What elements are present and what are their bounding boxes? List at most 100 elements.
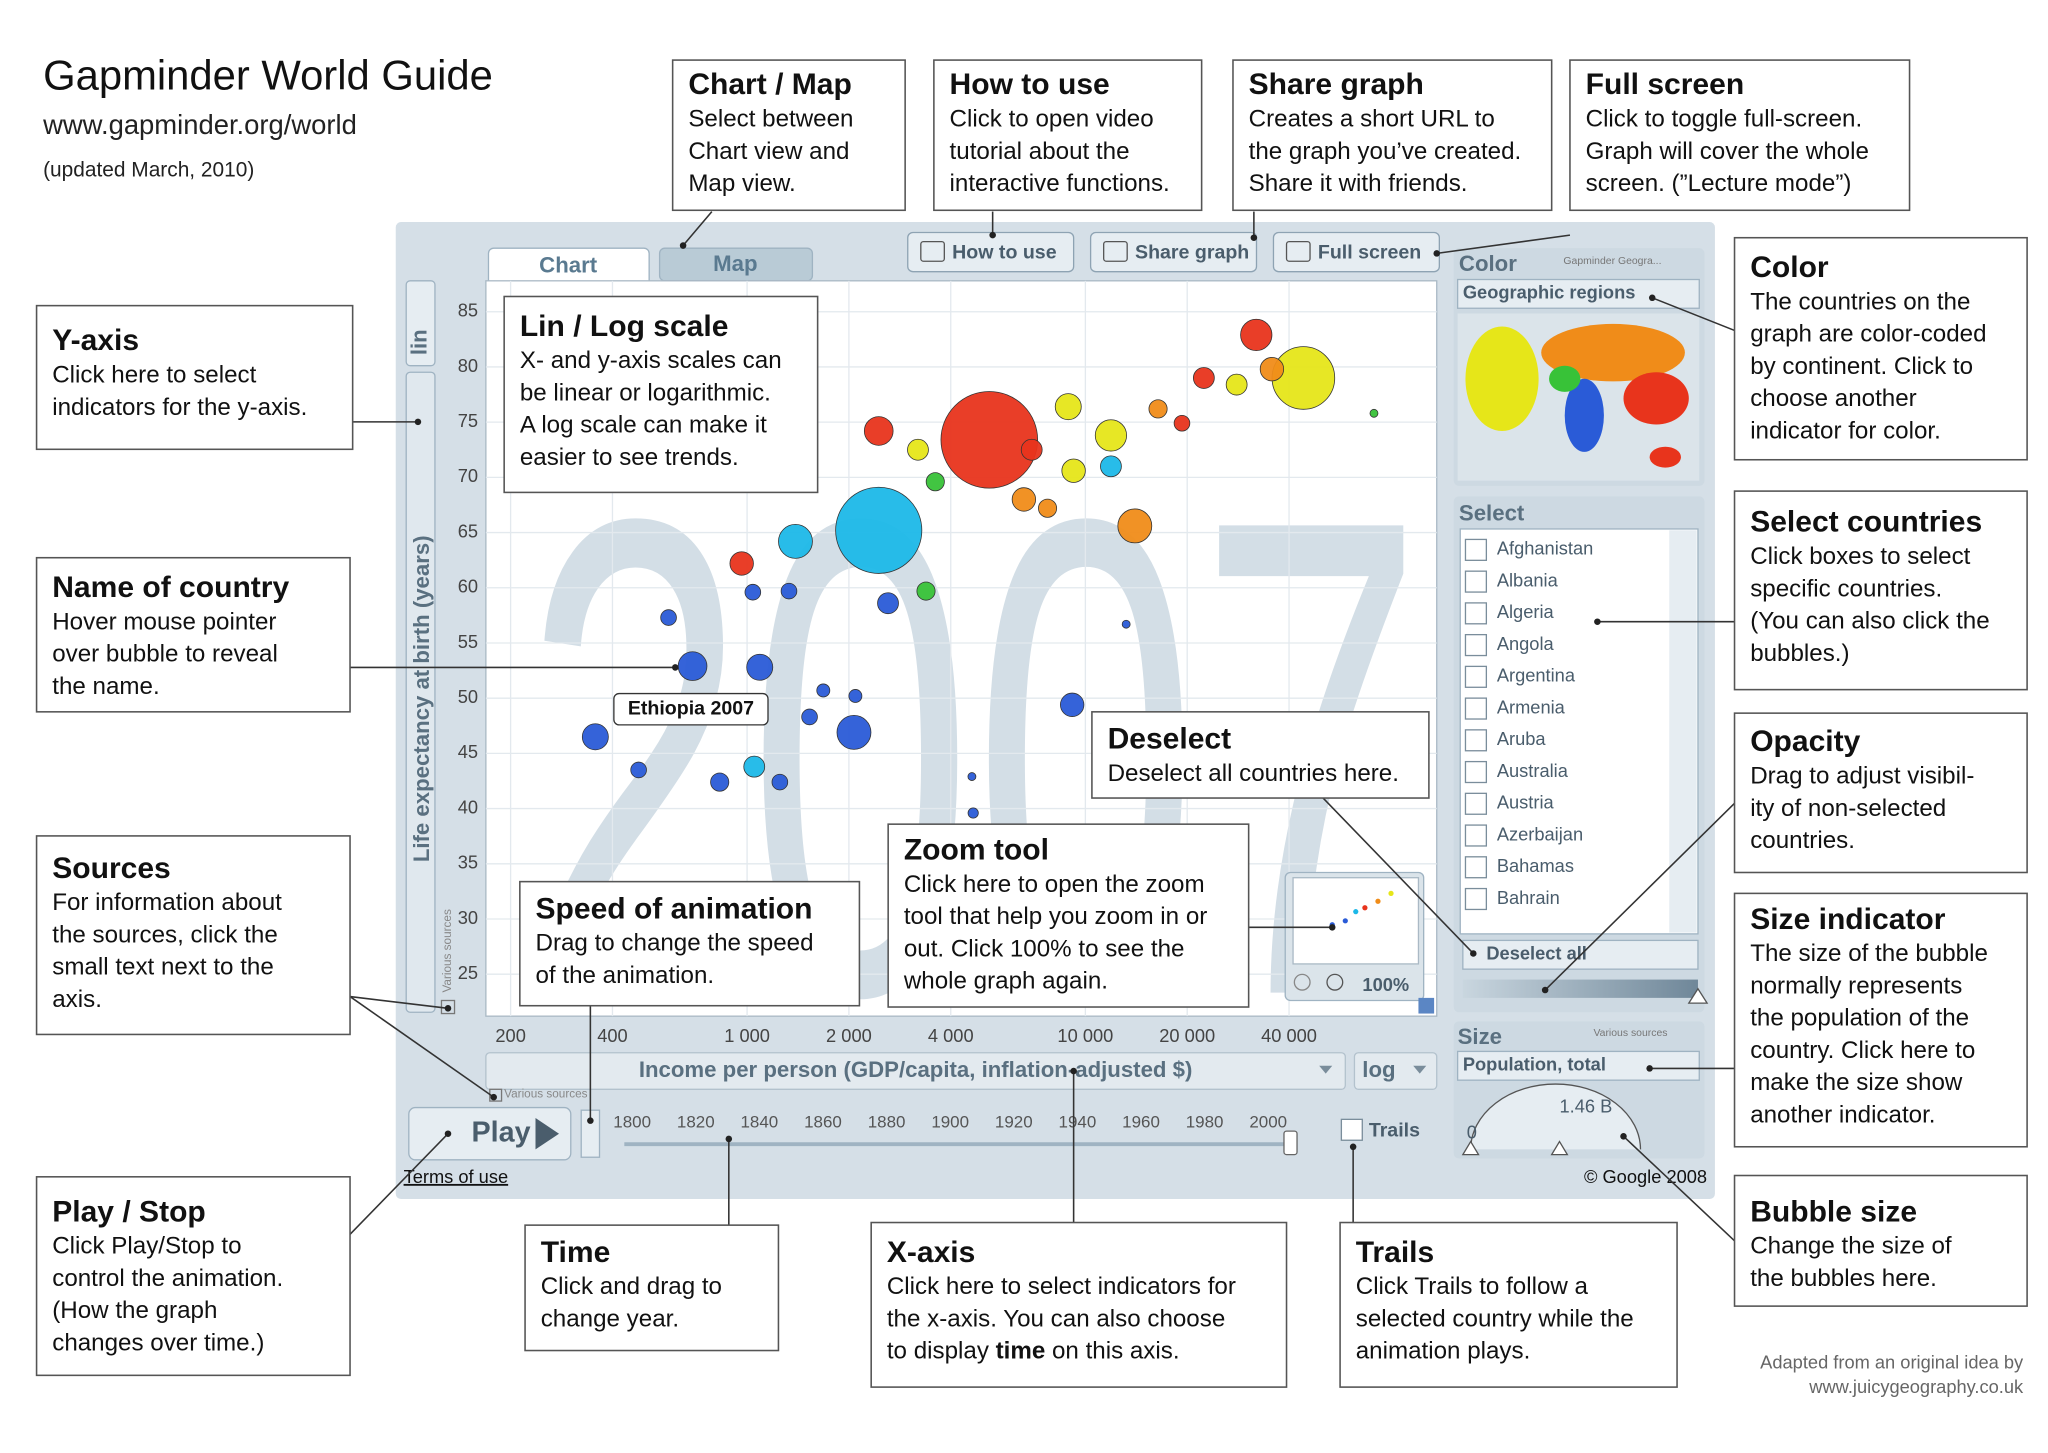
bubble[interactable] <box>677 651 708 681</box>
play-label[interactable]: Play <box>472 1116 531 1148</box>
bubble[interactable] <box>816 683 831 698</box>
x-scale-label[interactable]: log <box>1362 1057 1395 1082</box>
country-name[interactable]: Austria <box>1497 792 1555 813</box>
bubble[interactable] <box>1020 438 1043 461</box>
bubble[interactable] <box>916 581 936 601</box>
bubble[interactable] <box>780 582 798 600</box>
bubble[interactable] <box>801 708 818 726</box>
bubble[interactable] <box>743 755 766 778</box>
bubble[interactable] <box>967 772 977 781</box>
bubble[interactable] <box>1121 619 1131 629</box>
zoom-minimap[interactable] <box>1292 877 1420 965</box>
x-axis-selector[interactable] <box>485 1052 1346 1090</box>
opacity-slider[interactable] <box>1462 979 1698 998</box>
country-checkbox[interactable] <box>1464 538 1488 561</box>
bubble[interactable] <box>729 551 754 576</box>
country-checkbox[interactable] <box>1464 760 1488 784</box>
bubble[interactable] <box>848 689 863 703</box>
size-source[interactable]: Various sources <box>1593 1028 1667 1039</box>
bubble[interactable] <box>1061 458 1086 483</box>
color-indicator[interactable]: Geographic regions <box>1463 282 1636 303</box>
bubble[interactable] <box>1060 692 1085 717</box>
country-name[interactable]: Armenia <box>1497 696 1566 717</box>
scrollbar[interactable] <box>1669 530 1697 933</box>
color-dropdown[interactable] <box>1456 278 1700 309</box>
opacity-handle[interactable] <box>1687 987 1709 1004</box>
country-name[interactable]: Afghanistan <box>1497 538 1593 559</box>
y-scale-button[interactable] <box>405 280 436 367</box>
zoom-in-icon[interactable] <box>1293 973 1311 991</box>
size-dropdown[interactable] <box>1456 1050 1700 1081</box>
bubble[interactable] <box>771 773 789 791</box>
x-axis-title[interactable]: Income per person (GDP/capita, inflation… <box>639 1057 1193 1082</box>
country-checkbox[interactable] <box>1464 824 1488 847</box>
country-name[interactable]: Bahrain <box>1497 887 1560 908</box>
y-source-link[interactable]: Various sources <box>441 909 454 992</box>
zoom-out-icon[interactable] <box>1326 973 1344 991</box>
bubble[interactable] <box>1054 393 1082 421</box>
bubble[interactable] <box>1100 455 1122 478</box>
country-checkbox[interactable] <box>1464 729 1488 752</box>
bubble[interactable] <box>1369 408 1379 418</box>
country-checkbox[interactable] <box>1464 792 1488 815</box>
country-checkbox[interactable] <box>1464 602 1488 625</box>
bubble[interactable] <box>1192 367 1215 389</box>
x-scale-button[interactable] <box>1353 1052 1438 1090</box>
trails-label[interactable]: Trails <box>1369 1119 1420 1141</box>
country-checkbox[interactable] <box>1464 633 1488 657</box>
tab-label[interactable]: Map <box>713 251 757 276</box>
country-name[interactable]: Bahamas <box>1497 855 1574 876</box>
zoom-reset[interactable]: 100% <box>1362 974 1409 995</box>
bubble[interactable] <box>1117 508 1153 544</box>
bubble[interactable] <box>778 524 813 559</box>
time-handle[interactable] <box>1283 1130 1298 1156</box>
country-name[interactable]: Algeria <box>1497 601 1555 622</box>
bubble[interactable] <box>630 761 647 779</box>
bubble[interactable] <box>1148 399 1168 419</box>
bubble[interactable] <box>863 416 894 446</box>
bubble[interactable] <box>1173 414 1191 432</box>
play-button[interactable] <box>408 1106 572 1161</box>
country-name[interactable]: Argentina <box>1497 665 1576 686</box>
bubble[interactable] <box>1094 419 1128 452</box>
size-indicator[interactable]: Population, total <box>1463 1054 1606 1075</box>
country-checkbox[interactable] <box>1464 697 1488 720</box>
bubble[interactable] <box>835 486 923 574</box>
country-checkbox[interactable] <box>1464 887 1488 911</box>
bubble[interactable] <box>660 609 677 626</box>
y-axis-title[interactable]: Life expectancy at birth (years) <box>409 535 434 862</box>
y-scale-label[interactable]: lin <box>406 329 431 355</box>
bubble[interactable] <box>1240 318 1273 351</box>
bubble[interactable] <box>940 391 1039 489</box>
bubble[interactable] <box>907 438 929 461</box>
bubble[interactable] <box>1259 357 1285 382</box>
bubble[interactable] <box>967 807 979 819</box>
size-handle[interactable] <box>1461 1140 1480 1156</box>
size-handle[interactable] <box>1550 1140 1569 1156</box>
bubble[interactable] <box>1225 373 1248 396</box>
country-checkbox[interactable] <box>1464 856 1488 879</box>
toolbar-button[interactable] <box>1089 231 1258 273</box>
bubble[interactable] <box>925 472 945 492</box>
country-name[interactable]: Aruba <box>1497 728 1547 749</box>
y-axis-selector[interactable] <box>405 371 436 1013</box>
bubble[interactable] <box>1038 498 1058 518</box>
resize-corner[interactable] <box>1418 997 1435 1014</box>
button-label[interactable]: Share graph <box>1135 242 1249 264</box>
country-name[interactable]: Albania <box>1497 569 1559 590</box>
x-source-link[interactable]: Various sources <box>504 1088 587 1101</box>
country-name[interactable]: Azerbaijan <box>1497 823 1583 844</box>
trails-checkbox[interactable] <box>1340 1118 1363 1141</box>
bubble[interactable] <box>877 592 899 615</box>
color-source[interactable]: Gapminder Geogra... <box>1563 256 1661 267</box>
deselect-label[interactable]: Deselect all <box>1486 943 1587 964</box>
country-name[interactable]: Angola <box>1497 633 1555 654</box>
bubble[interactable] <box>1011 487 1037 512</box>
bubble[interactable] <box>581 723 609 751</box>
country-checkbox[interactable] <box>1464 665 1488 688</box>
button-label[interactable]: How to use <box>952 242 1057 264</box>
button-label[interactable]: Full screen <box>1318 242 1421 264</box>
bubble[interactable] <box>744 583 762 601</box>
bubble[interactable] <box>710 772 730 792</box>
tab-label[interactable]: Chart <box>539 252 598 277</box>
